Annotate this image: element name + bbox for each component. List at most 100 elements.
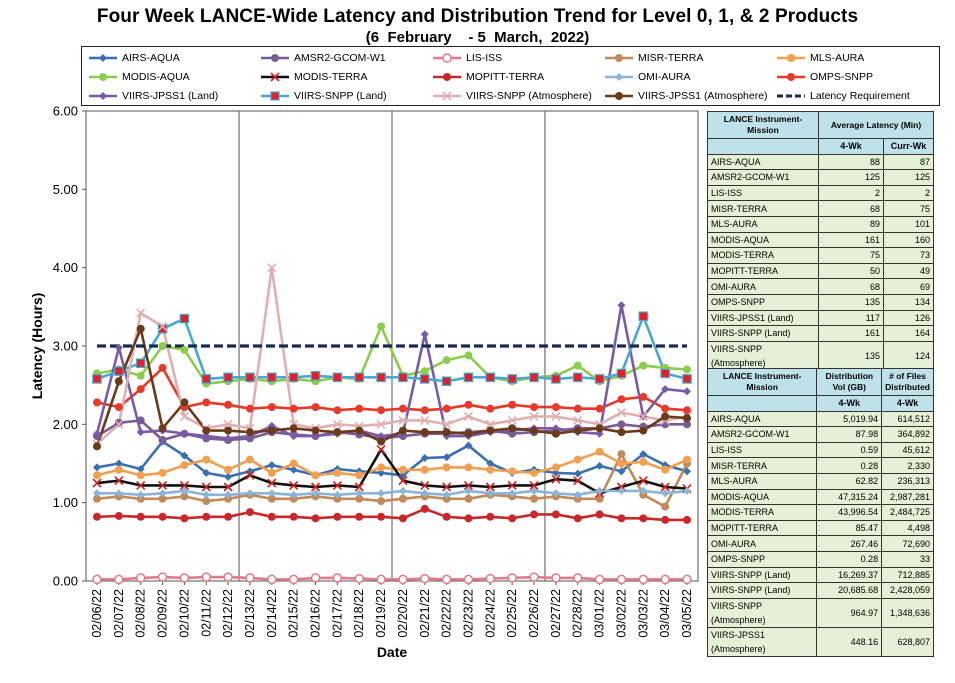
data-point — [595, 494, 604, 503]
distribution-table-vol-4wk-header: 4-Wk — [816, 395, 883, 412]
latency-table-value-cell: 135 — [818, 293, 884, 311]
distribution-table-value-cell: 2,330 — [881, 457, 934, 474]
data-point — [661, 385, 670, 394]
y-tick-label: 2.00 — [53, 417, 78, 432]
data-point — [639, 426, 648, 435]
legend-item: AMSR2-GCOM-W1 — [260, 49, 386, 67]
x-axis-title: Date — [377, 644, 408, 660]
legend-label: MODIS-AQUA — [122, 71, 190, 83]
latency-table-value-cell: 161 — [818, 325, 884, 342]
latency-table-row: OMPS-SNPP 135 134 — [707, 293, 934, 311]
distribution-table-value-cell: 0.28 — [816, 457, 883, 474]
distribution-table-row: VIIRS-SNPP (Land) 20,685.68 2,428,059 — [706, 582, 934, 599]
data-point — [573, 490, 582, 499]
data-point — [376, 419, 386, 429]
data-point — [114, 377, 123, 386]
data-point — [551, 429, 560, 438]
data-point — [267, 426, 276, 435]
distribution-table-value-cell: 72,690 — [881, 535, 934, 552]
distribution-table-row: MODIS-AQUA 47,315.24 2,987,281 — [706, 488, 934, 506]
data-point — [201, 482, 211, 492]
distribution-table-instrument-cell: AIRS-AQUA — [706, 410, 818, 428]
latency-table-row: MODIS-TERRA 75 73 — [707, 247, 934, 264]
legend-swatch — [605, 92, 633, 100]
data-point — [573, 415, 583, 425]
data-point — [661, 465, 670, 474]
latency-table-instrument-header: LANCE Instrument-Mission — [707, 111, 819, 139]
legend-swatch — [89, 92, 117, 100]
data-point — [202, 455, 211, 464]
data-point — [333, 406, 342, 415]
series-line — [96, 507, 687, 522]
latency-table-value-cell: 125 — [818, 169, 884, 186]
latency-table-value-cell: 135 — [818, 340, 884, 371]
data-point — [508, 424, 517, 433]
data-point — [616, 408, 627, 418]
data-point — [572, 573, 583, 583]
data-point — [245, 455, 254, 464]
data-point — [377, 406, 386, 415]
data-point — [332, 372, 343, 383]
data-point — [376, 574, 386, 585]
latency-table-instrument-cell: MISR-TERRA — [707, 200, 819, 217]
data-point — [508, 467, 517, 476]
data-point — [114, 403, 123, 412]
legend-item: OMI-AURA — [604, 68, 691, 86]
data-point — [683, 365, 691, 374]
distribution-table-value-cell: 33 — [881, 550, 934, 568]
legend-label: MLS-AURA — [810, 52, 865, 64]
legend-item: VIIRS-SNPP (Atmosphere) — [432, 87, 592, 105]
distribution-table-row: VIIRS-SNPP (Land) 16,269.37 712,885 — [706, 566, 934, 584]
legend-label: VIIRS-JPSS1 (Land) — [122, 90, 219, 102]
data-point — [93, 512, 101, 521]
latency-table-instrument-cell: MOPITT-TERRA — [707, 262, 819, 280]
data-point — [420, 428, 429, 437]
latency-table-value-cell: 124 — [883, 340, 934, 371]
legend-swatch — [433, 91, 461, 101]
data-point — [180, 398, 189, 407]
latency-table-value-cell: 75 — [883, 200, 934, 217]
latency-table-value-cell: 126 — [883, 309, 934, 327]
data-point — [202, 497, 211, 506]
data-point — [420, 480, 430, 490]
data-point — [180, 461, 189, 470]
latency-table-value-cell: 73 — [883, 247, 934, 264]
data-point — [267, 372, 277, 383]
latency-table-instrument-cell: VIIRS-SNPP (Atmosphere) — [707, 340, 819, 371]
data-point — [201, 572, 212, 582]
data-point — [398, 486, 407, 495]
y-tick-label: 4.00 — [53, 260, 78, 275]
data-point — [288, 574, 299, 585]
data-point — [661, 502, 670, 511]
data-point — [157, 480, 168, 490]
data-point — [332, 419, 342, 429]
x-tick-label: 03/03/22 — [636, 589, 650, 638]
latency-table-blank-subheader — [707, 138, 819, 155]
latency-table-instrument-cell: AIRS-AQUA — [707, 153, 819, 171]
latency-table-value-cell: 160 — [883, 231, 934, 249]
data-point — [224, 400, 233, 409]
legend-item: MISR-TERRA — [604, 49, 703, 67]
data-point — [683, 486, 691, 495]
data-point — [93, 471, 101, 480]
data-point — [682, 374, 692, 384]
data-point — [158, 436, 167, 444]
distribution-table-row: MISR-TERRA 0.28 2,330 — [706, 457, 934, 474]
distribution-table-value-cell: 1,348,636 — [881, 597, 934, 628]
distribution-table-instrument-cell: AMSR2-GCOM-W1 — [706, 426, 818, 443]
x-tick-label: 03/04/22 — [658, 589, 672, 638]
x-tick-label: 02/06/22 — [90, 589, 104, 638]
data-point — [136, 385, 145, 394]
data-point — [442, 404, 451, 413]
data-point — [179, 411, 189, 422]
data-point — [354, 573, 364, 584]
data-point — [333, 512, 342, 521]
legend-item: VIIRS-JPSS1 (Land) — [88, 87, 218, 105]
legend-swatch — [261, 91, 289, 101]
distribution-table-value-cell: 87.98 — [816, 426, 883, 443]
data-point — [442, 490, 451, 499]
data-point — [289, 465, 298, 474]
legend-label: AMSR2-GCOM-W1 — [294, 52, 386, 64]
legend-label: OMPS-SNPP — [810, 71, 874, 83]
data-point — [267, 494, 276, 503]
